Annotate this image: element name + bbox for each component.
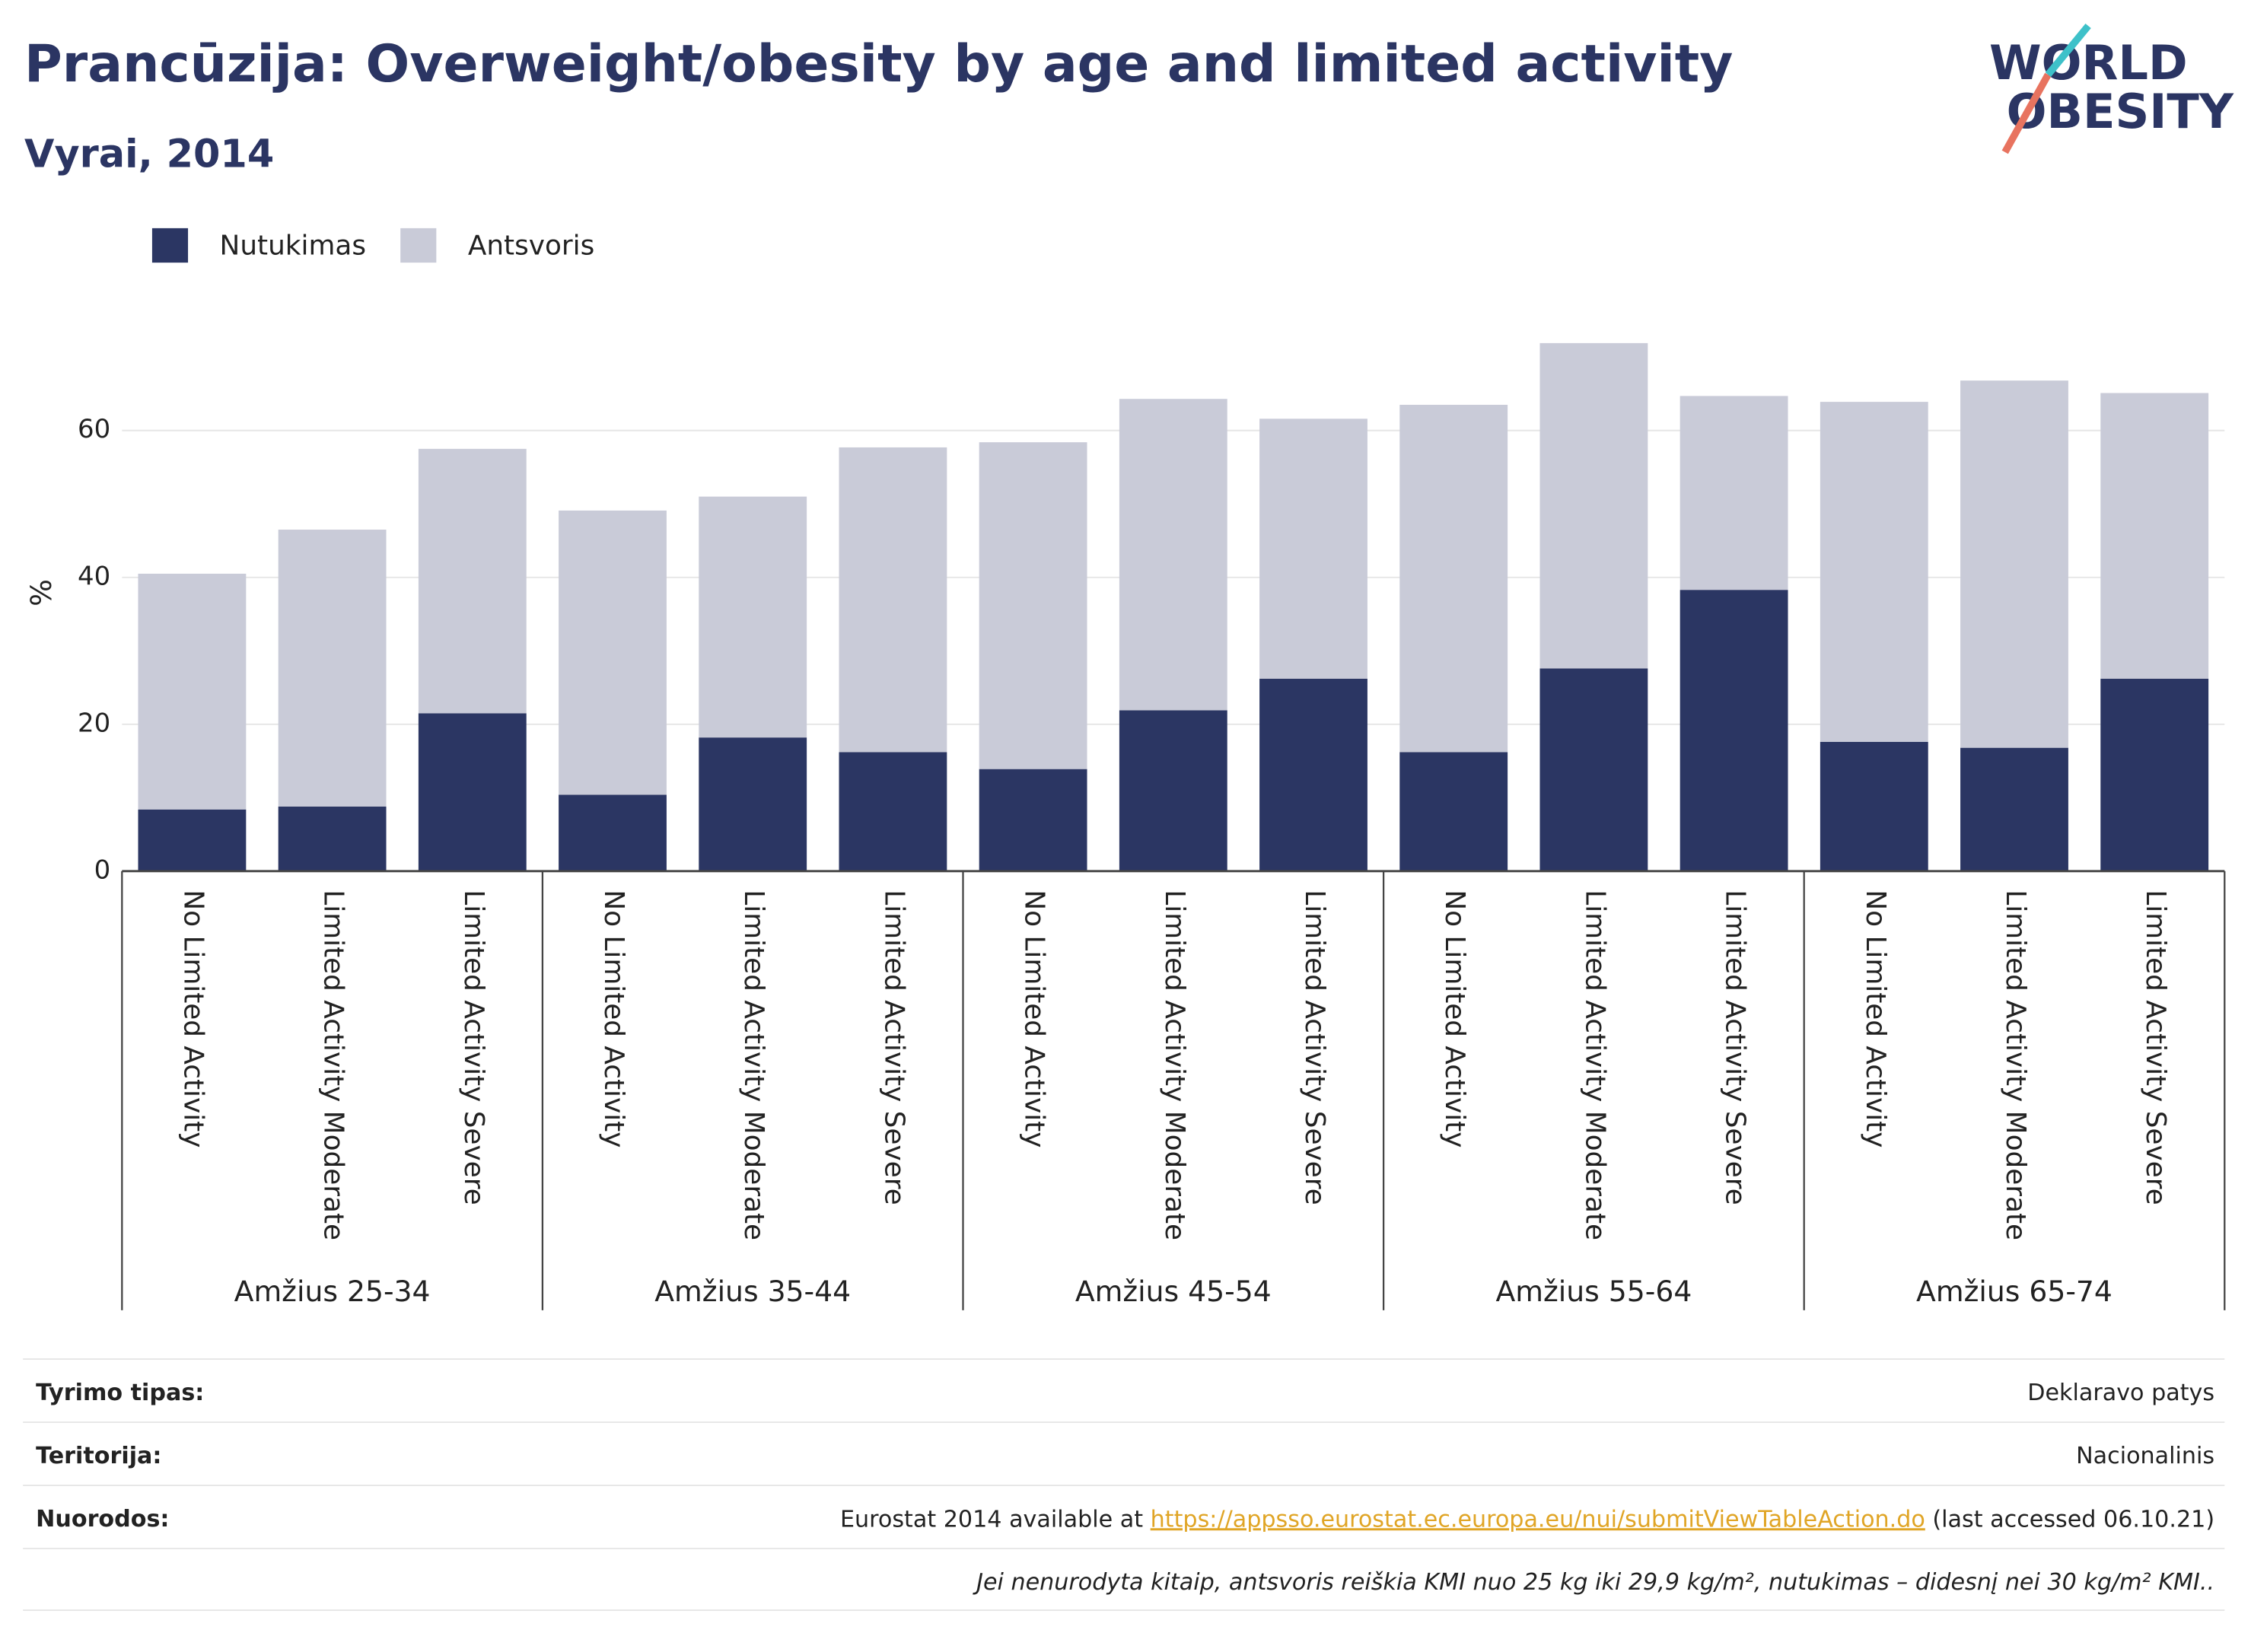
- footer-text: (last accessed 06.10.21): [1925, 1506, 2214, 1533]
- bar-segment: [138, 573, 247, 810]
- bar-segment: [278, 806, 387, 871]
- x-tick-label: No Limited Activity: [1439, 890, 1470, 1147]
- y-tick-label: 60: [78, 414, 110, 444]
- bar-segment: [559, 510, 667, 795]
- footer-label: Teritorija:: [36, 1443, 161, 1469]
- bar-segment: [839, 752, 947, 871]
- logo-slash: [2001, 72, 2052, 154]
- footer-note: Jei nenurodyta kitaip, antsvoris reiškia…: [973, 1569, 2214, 1596]
- footer-label: Tyrimo tipas:: [36, 1380, 204, 1406]
- x-tick-label: Limited Activity Moderate: [1579, 890, 1610, 1240]
- logo-line1: WORLD: [1989, 35, 2188, 91]
- x-tick-label: No Limited Activity: [598, 890, 629, 1147]
- legend-swatch: [151, 228, 189, 263]
- footer-value: Eurostat 2014 available at https://appss…: [840, 1506, 2214, 1533]
- bar-segment: [1679, 590, 1788, 871]
- bar-segment: [278, 530, 387, 807]
- x-tick-label: Limited Activity Moderate: [1159, 890, 1190, 1240]
- y-tick-label: 20: [78, 708, 110, 738]
- bar-segment: [1820, 741, 1928, 871]
- legend-label: Antsvoris: [468, 230, 594, 261]
- footer-label: Nuorodos:: [36, 1506, 169, 1533]
- bar-segment: [418, 448, 527, 714]
- x-tick-label: Limited Activity Severe: [878, 890, 909, 1205]
- x-tick-label: Limited Activity Severe: [1720, 890, 1751, 1205]
- legend-swatch: [400, 228, 437, 263]
- group-label: Amžius 35-44: [654, 1275, 851, 1308]
- logo-slash: [2045, 23, 2091, 78]
- bar-segment: [1539, 668, 1648, 871]
- legend-label: Nutukimas: [220, 230, 367, 261]
- bar-segment: [699, 737, 807, 871]
- bar-segment: [418, 713, 527, 871]
- bar-segment: [1820, 402, 1928, 742]
- chart-subtitle: Vyrai, 2014: [24, 132, 274, 177]
- bar-segment: [2100, 678, 2209, 871]
- x-tick-label: Limited Activity Moderate: [318, 890, 349, 1240]
- x-tick-label: Limited Activity Severe: [1299, 890, 1330, 1205]
- x-tick-label: No Limited Activity: [1019, 890, 1050, 1147]
- x-tick-label: Limited Activity Severe: [2140, 890, 2171, 1205]
- bar-segment: [1679, 396, 1788, 590]
- bar-segment: [1399, 404, 1508, 753]
- footer-value: Deklaravo patys: [2027, 1380, 2214, 1406]
- x-tick-label: Limited Activity Moderate: [738, 890, 769, 1240]
- group-label: Amžius 55-64: [1495, 1275, 1692, 1308]
- bar-segment: [979, 442, 1087, 769]
- bar-segment: [2100, 393, 2209, 679]
- x-tick-label: Limited Activity Moderate: [2000, 890, 2031, 1240]
- footer-text: Eurostat 2014 available at: [840, 1506, 1151, 1533]
- y-tick-label: 0: [94, 855, 111, 885]
- bar-segment: [1259, 678, 1367, 871]
- y-tick-label: 40: [78, 561, 110, 591]
- group-label: Amžius 45-54: [1075, 1275, 1272, 1308]
- bar-segment: [979, 769, 1087, 871]
- bar-segment: [1119, 399, 1227, 711]
- bar-segment: [839, 447, 947, 753]
- chart-title: Prancūzija: Overweight/obesity by age an…: [24, 34, 1733, 94]
- footer-link[interactable]: https://appsso.eurostat.ec.europa.eu/nui…: [1151, 1506, 1925, 1533]
- bar-segment: [138, 809, 247, 871]
- bar-segment: [1960, 747, 2068, 871]
- x-tick-label: Limited Activity Severe: [458, 890, 489, 1205]
- bar-segment: [1119, 710, 1227, 871]
- logo: WORLD OBESITY: [1989, 23, 2234, 154]
- logo-line2: OBESITY: [2007, 84, 2234, 139]
- bar-segment: [1960, 380, 2068, 748]
- footer-value: Nacionalinis: [2076, 1443, 2214, 1469]
- bar-segment: [699, 496, 807, 738]
- bar-segment: [559, 794, 667, 871]
- bar-segment: [1399, 752, 1508, 871]
- x-tick-label: No Limited Activity: [177, 890, 209, 1147]
- bar-segment: [1539, 342, 1648, 669]
- bar-segment: [1259, 419, 1367, 679]
- group-label: Amžius 65-74: [1916, 1275, 2113, 1308]
- group-label: Amžius 25-34: [234, 1275, 431, 1308]
- y-axis-label: %: [24, 579, 58, 606]
- x-tick-label: No Limited Activity: [1860, 890, 1891, 1147]
